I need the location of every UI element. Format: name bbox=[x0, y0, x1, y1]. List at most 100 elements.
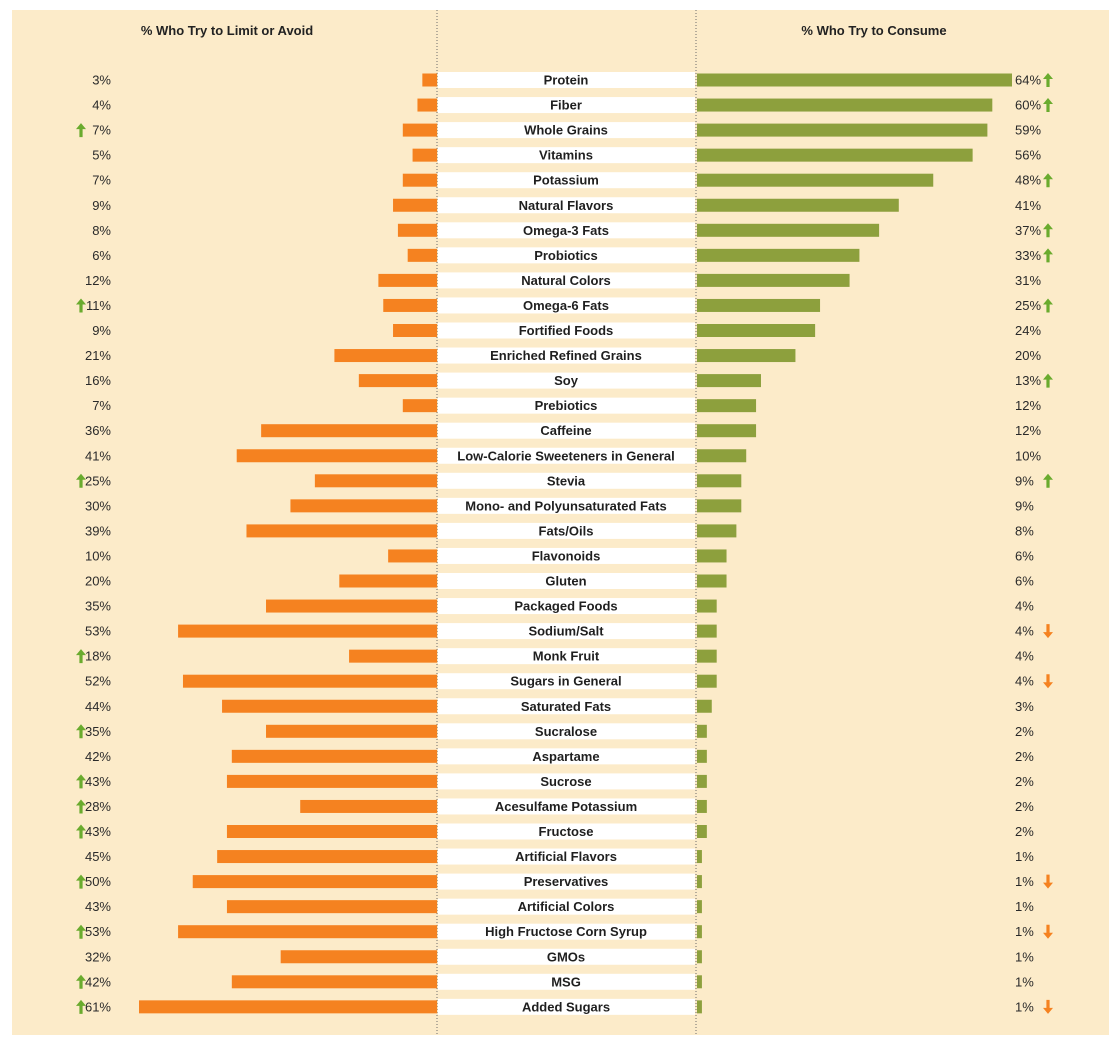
consume-value-label: 59% bbox=[1015, 123, 1041, 138]
avoid-value-label: 35% bbox=[85, 599, 111, 614]
label-strip bbox=[438, 623, 695, 640]
label-strip bbox=[438, 247, 695, 264]
consume-bar bbox=[697, 825, 707, 838]
avoid-value-label: 52% bbox=[85, 674, 111, 689]
avoid-bar bbox=[139, 1000, 437, 1014]
category-label: Low-Calorie Sweeteners in General bbox=[457, 448, 674, 463]
avoid-bar bbox=[349, 649, 437, 663]
label-strip bbox=[438, 122, 695, 139]
avoid-bar bbox=[339, 574, 437, 588]
consume-value-label: 33% bbox=[1015, 248, 1041, 263]
avoid-bar bbox=[290, 499, 437, 513]
category-label: Omega-6 Fats bbox=[523, 298, 609, 313]
label-strip bbox=[438, 948, 695, 965]
consume-bar bbox=[697, 774, 707, 788]
avoid-value-label: 20% bbox=[85, 574, 111, 589]
avoid-bar bbox=[246, 524, 437, 538]
trend-up-icon bbox=[76, 974, 86, 989]
trend-down-icon bbox=[1043, 999, 1053, 1014]
avoid-value-label: 12% bbox=[85, 273, 111, 288]
avoid-bar bbox=[217, 850, 437, 864]
avoid-value-label: 61% bbox=[85, 999, 111, 1014]
avoid-bar bbox=[300, 799, 437, 813]
header-consume: % Who Try to Consume bbox=[801, 23, 946, 38]
avoid-bar bbox=[402, 123, 437, 137]
consume-value-label: 10% bbox=[1015, 448, 1041, 463]
avoid-bar bbox=[417, 98, 437, 112]
consume-value-label: 1% bbox=[1015, 849, 1034, 864]
consume-bar bbox=[697, 925, 702, 939]
consume-value-label: 31% bbox=[1015, 273, 1041, 288]
avoid-value-label: 44% bbox=[85, 699, 111, 714]
label-strip bbox=[438, 698, 695, 715]
category-label: Probiotics bbox=[534, 248, 598, 263]
avoid-bar bbox=[231, 975, 437, 989]
avoid-value-label: 43% bbox=[85, 774, 111, 789]
trend-up-icon bbox=[76, 298, 86, 313]
consume-value-label: 4% bbox=[1015, 599, 1034, 614]
label-strip bbox=[438, 97, 695, 114]
category-label: Caffeine bbox=[540, 423, 591, 438]
consume-bar bbox=[697, 198, 899, 212]
label-strip bbox=[438, 397, 695, 414]
consume-value-label: 48% bbox=[1015, 173, 1041, 188]
avoid-bar bbox=[226, 774, 437, 788]
category-label: Prebiotics bbox=[535, 398, 598, 413]
avoid-value-label: 28% bbox=[85, 799, 111, 814]
category-label: Gluten bbox=[545, 574, 586, 589]
category-label: MSG bbox=[551, 974, 581, 989]
avoid-value-label: 4% bbox=[92, 98, 111, 113]
consume-value-label: 8% bbox=[1015, 523, 1034, 538]
category-label: Potassium bbox=[533, 173, 599, 188]
label-strip bbox=[438, 848, 695, 865]
category-label: Whole Grains bbox=[524, 123, 608, 138]
avoid-bar bbox=[393, 324, 437, 337]
avoid-bar bbox=[383, 298, 437, 312]
trend-up-icon bbox=[1043, 473, 1053, 488]
trend-up-icon bbox=[1043, 373, 1053, 388]
avoid-bar bbox=[226, 900, 437, 914]
consume-bar bbox=[697, 173, 934, 187]
consume-value-label: 20% bbox=[1015, 348, 1041, 363]
avoid-value-label: 53% bbox=[85, 624, 111, 639]
trend-up-icon bbox=[1043, 73, 1053, 87]
consume-bar bbox=[697, 474, 742, 488]
consume-bar bbox=[697, 574, 727, 588]
consume-value-label: 13% bbox=[1015, 373, 1041, 388]
avoid-value-label: 18% bbox=[85, 649, 111, 664]
consume-bar bbox=[697, 674, 717, 688]
consume-bar bbox=[697, 850, 702, 864]
category-label: Vitamins bbox=[539, 148, 593, 163]
consume-bar bbox=[697, 950, 702, 964]
avoid-value-label: 9% bbox=[92, 323, 111, 338]
chart-rows: Protein 3% 64% Fiber 4% 60% Whole Grains 7% 59% V… bbox=[76, 72, 1053, 1015]
avoid-bar bbox=[178, 624, 437, 638]
avoid-value-label: 11% bbox=[86, 298, 111, 313]
category-label: Fats/Oils bbox=[539, 523, 594, 538]
consume-value-label: 25% bbox=[1015, 298, 1041, 313]
avoid-bar bbox=[407, 248, 437, 262]
label-strip bbox=[438, 172, 695, 189]
category-label: Acesulfame Potassium bbox=[495, 799, 637, 814]
avoid-value-label: 7% bbox=[92, 398, 111, 413]
consume-bar bbox=[697, 399, 757, 413]
consume-bar bbox=[697, 374, 761, 388]
avoid-bar bbox=[314, 474, 437, 488]
avoid-value-label: 42% bbox=[85, 749, 111, 764]
trend-up-icon bbox=[76, 824, 86, 839]
label-strip bbox=[438, 648, 695, 665]
consume-value-label: 3% bbox=[1015, 699, 1034, 714]
consume-bar bbox=[697, 123, 988, 137]
consume-value-label: 1% bbox=[1015, 874, 1034, 889]
avoid-bar bbox=[266, 599, 437, 613]
label-strip bbox=[438, 823, 695, 840]
category-label: Enriched Refined Grains bbox=[490, 348, 642, 363]
label-strip bbox=[438, 422, 695, 439]
category-label: Protein bbox=[544, 73, 589, 88]
avoid-value-label: 35% bbox=[85, 724, 111, 739]
avoid-value-label: 6% bbox=[92, 248, 111, 263]
consume-bar bbox=[697, 349, 796, 363]
avoid-bar bbox=[261, 424, 437, 438]
label-strip bbox=[438, 873, 695, 890]
